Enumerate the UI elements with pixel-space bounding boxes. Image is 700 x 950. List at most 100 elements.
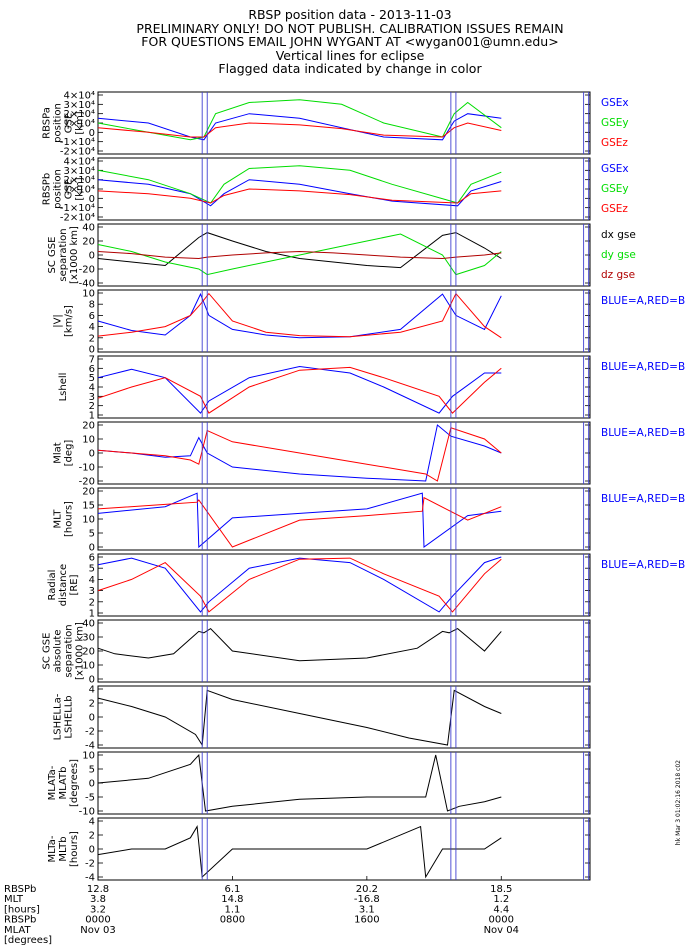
ytick-label: 4	[89, 685, 95, 696]
ytick-label: -10	[79, 807, 95, 818]
table-cell: 4.4	[493, 904, 509, 915]
table-cell: 3.1	[359, 904, 375, 915]
ylabel-line: absolute	[53, 630, 64, 673]
table-row-label: [hours]	[4, 904, 40, 915]
ytick-label: -2×10⁴	[60, 213, 95, 224]
ylabel-line: Radial	[47, 570, 58, 601]
series-line-A	[97, 492, 502, 549]
ytick-label: -20	[79, 265, 95, 276]
panel-frame	[97, 421, 591, 485]
ylabel-line: Lshell	[58, 373, 69, 402]
ylabel-line: [km]	[75, 111, 86, 134]
series-line-dy-gse	[97, 233, 502, 276]
legend-entry: GSEx	[601, 97, 629, 109]
panel-frame	[97, 751, 591, 815]
table-row-label: MLT	[4, 894, 24, 905]
ytick-label: -4	[85, 741, 95, 752]
series-line-GSEz	[97, 122, 502, 138]
ytick-label: -2×10⁴	[60, 147, 95, 158]
table-cell: -16.8	[354, 894, 380, 905]
ytick-label: 5	[89, 564, 95, 575]
eclipse-note: Vertical lines for eclipse	[275, 47, 425, 63]
ylabel-line: [hours]	[64, 501, 75, 537]
ylabel-line: GSE	[64, 113, 75, 133]
ylabel-line: position	[53, 169, 64, 209]
ytick-label: 0	[89, 194, 95, 205]
table-row-label: [degrees]	[4, 935, 52, 946]
ytick-label: 7	[89, 355, 95, 366]
table-cell: 0000	[85, 915, 110, 926]
ylabel-line: position	[53, 103, 64, 143]
ytick-label: -4	[85, 873, 95, 884]
ylabel-line: RBSPb	[42, 173, 53, 205]
legend-entry: BLUE=A,RED=B	[601, 361, 685, 373]
ytick-label: 4×10⁴	[64, 91, 95, 102]
panel-frame	[97, 685, 591, 749]
ytick-label: 0	[89, 345, 95, 356]
legend-entry: BLUE=A,RED=B	[601, 559, 685, 571]
panel-lshell-diff: 4 2 0 -2 -4 LSHELLa- LSHELLb	[53, 685, 591, 752]
ytick-label: 30	[82, 633, 95, 644]
ytick-label: 3×10⁴	[64, 166, 95, 177]
ylabel-line: MLATa-	[47, 765, 58, 800]
timestamp-stamp: hk Mar 3 01:02:16 2018 c02	[675, 760, 682, 846]
legend-entry: dz gse	[601, 269, 635, 281]
series-line-separation	[97, 627, 502, 662]
panel-mlt: 20 15 10 5 0 MLT [hours] BLUE=A,RED=B	[53, 487, 686, 554]
ylabel-line: [km/s]	[64, 305, 75, 337]
ytick-label: 2	[89, 597, 95, 608]
contact-line: FOR QUESTIONS EMAIL JOHN WYGANT AT <wyga…	[141, 34, 559, 49]
ytick-label: 4×10⁴	[64, 157, 95, 168]
table-cell: 3.2	[90, 904, 106, 915]
ylabel-line: SC GSE	[42, 633, 53, 670]
series-line-GSEx	[97, 113, 502, 141]
ylabel-line: separation	[58, 228, 69, 281]
table-cell: 20.2	[356, 884, 378, 895]
ytick-label: 0	[89, 845, 95, 856]
legend-entry: GSEz	[601, 137, 628, 149]
ytick-label: -10	[79, 463, 95, 474]
legend-entry: GSEz	[601, 203, 628, 215]
series-line-B	[97, 427, 502, 482]
ylabel-line: MLT	[53, 509, 64, 529]
ytick-label: 2	[89, 333, 95, 344]
ytick-label: 20	[82, 647, 95, 658]
panel-mlat: 20 10 0 -10 -20 Mlat [deg] BLUE=A,RED=B	[53, 421, 686, 488]
series-line-GSEy	[97, 165, 502, 204]
panel-frame	[97, 553, 591, 617]
ytick-label: 1×10⁴	[64, 119, 95, 130]
table-row-label: RBSPb	[4, 884, 36, 895]
ytick-label: 3	[89, 586, 95, 597]
panel-frame	[97, 91, 591, 155]
series-line-GSEz	[97, 188, 502, 204]
ytick-label: 1	[89, 609, 95, 620]
table-cell: 0800	[220, 915, 245, 926]
ytick-label: 0	[89, 713, 95, 724]
ytick-label: 1×10⁴	[64, 185, 95, 196]
panel-mlat-diff: 10 5 0 -5 -10 MLATa- MLATb [degrees]	[47, 751, 591, 818]
series-line-B	[97, 366, 502, 414]
ytick-label: 10	[82, 751, 95, 762]
warning-line: PRELIMINARY ONLY! DO NOT PUBLISH. CALIBR…	[136, 20, 564, 36]
table-cell: 0000	[489, 915, 514, 926]
series-line-difference	[97, 825, 502, 879]
table-cell: 1.1	[224, 904, 240, 915]
series-line-A	[97, 292, 502, 339]
table-row-label: RBSPb	[4, 915, 36, 926]
ytick-label: 5	[89, 373, 95, 384]
ylabel-line: MLATb	[58, 767, 69, 800]
ytick-label: 10	[82, 289, 95, 300]
series-line-dx-gse	[97, 232, 502, 269]
ylabel-line: distance	[58, 564, 69, 606]
ylabel-line: MLTb	[58, 836, 69, 861]
ytick-label: 5	[89, 529, 95, 540]
panel-frame	[97, 355, 591, 419]
ytick-label: 6	[89, 311, 95, 322]
ytick-label: 2	[89, 831, 95, 842]
ytick-label: 10	[82, 435, 95, 446]
ytick-label: 40	[82, 619, 95, 630]
ytick-label: -2	[85, 727, 95, 738]
table-cell: Nov 03	[80, 925, 115, 936]
figure-header: RBSP position data - 2013-11-03 PRELIMIN…	[0, 8, 700, 76]
